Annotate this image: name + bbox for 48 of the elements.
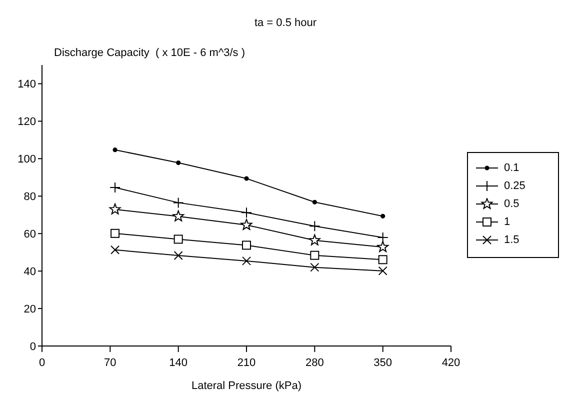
point [240,218,252,230]
y-tick-label: 60 [24,228,36,241]
point [172,210,184,222]
point [378,266,388,276]
x-tick-label: 70 [104,356,116,369]
point [377,241,389,252]
x-tick-label: 280 [305,356,324,369]
point [176,160,181,166]
legend-label: 1.5 [504,234,520,246]
point [242,256,251,266]
x-tick-label: 350 [374,356,392,369]
legend-label: 0.5 [504,198,520,210]
y-tick-label: 100 [18,154,36,166]
y-tick-label: 0 [30,340,36,353]
point [112,148,118,152]
point [378,255,388,264]
legend-label: 1 [504,216,510,228]
legend-label: 0.1 [504,162,520,174]
y-tick-label: 120 [18,116,36,128]
point [110,228,120,238]
point [312,200,317,204]
y-tick-label: 40 [24,266,36,278]
y-tick-label: 140 [18,78,36,91]
point [310,250,320,260]
y-tick-label: 80 [24,191,36,204]
x-tick-label: 420 [442,356,460,369]
point [241,207,252,218]
chart-title: ta = 0.5 hour [254,17,317,29]
x-axis-title: Lateral Pressure (kPa) [191,380,302,392]
point [242,240,251,250]
x-tick-label: 140 [169,356,188,369]
y-axis-title: Discharge Capacity ( x 10E - 6 m^3/s ) [54,47,246,59]
point [174,234,183,244]
point [380,214,386,218]
point [172,197,184,208]
point [110,245,120,254]
point [310,262,320,272]
y-tick-label: 20 [24,303,36,316]
point [110,182,121,194]
point [174,251,183,260]
point [244,176,249,181]
legend-label: 0.25 [504,180,526,192]
x-tick-label: 0 [38,356,46,369]
point [109,203,121,214]
point [377,232,388,244]
x-tick-label: 210 [237,356,256,369]
point [309,220,320,232]
point [308,234,320,246]
